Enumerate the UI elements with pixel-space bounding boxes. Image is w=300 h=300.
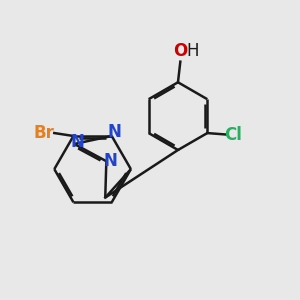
Text: Cl: Cl [224,125,242,143]
Text: H: H [186,42,199,60]
Text: N: N [70,134,84,152]
Text: Br: Br [34,124,54,142]
Text: N: N [104,152,118,170]
Text: N: N [107,124,121,142]
Text: O: O [173,42,188,60]
